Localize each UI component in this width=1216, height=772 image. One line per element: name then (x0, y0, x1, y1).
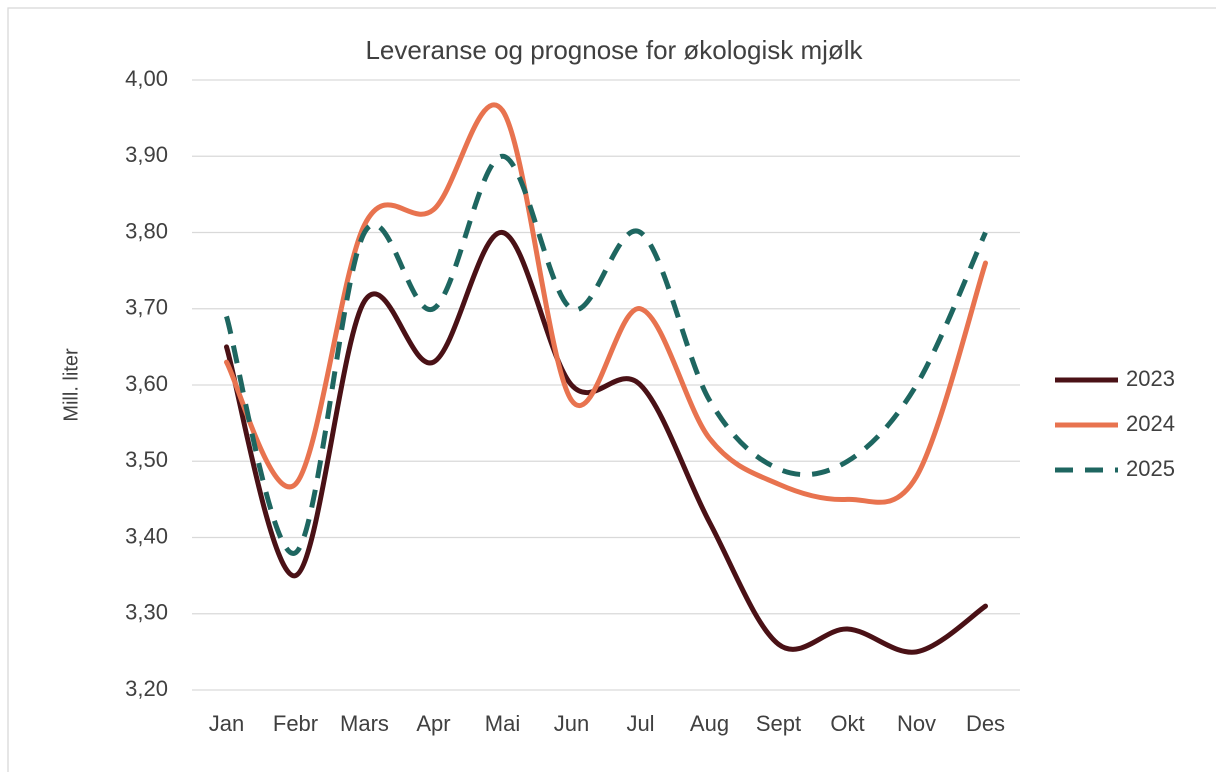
x-tick-label: Aug (690, 711, 729, 736)
chart-title: Leveranse og prognose for økologisk mjøl… (365, 35, 863, 65)
y-tick-label: 3,30 (125, 600, 168, 625)
x-tick-label: Jan (209, 711, 244, 736)
y-tick-label: 3,80 (125, 218, 168, 243)
x-tick-label: Jul (626, 711, 654, 736)
series-line (224, 102, 988, 505)
x-tick-label: Mars (340, 711, 389, 736)
y-tick-label: 4,00 (125, 66, 168, 91)
y-axis-label: Mill. liter (60, 348, 82, 422)
y-tick-label: 3,40 (125, 523, 168, 548)
y-tick-label: 3,50 (125, 447, 168, 472)
x-tick-label: Sept (756, 711, 801, 736)
x-tick-label: Mai (485, 711, 520, 736)
legend-label: 2023 (1126, 366, 1175, 391)
x-tick-label: Okt (830, 711, 864, 736)
legend-label: 2025 (1126, 456, 1175, 481)
y-tick-label: 3,70 (125, 295, 168, 320)
y-tick-label: 3,60 (125, 371, 168, 396)
x-tick-label: Jun (554, 711, 589, 736)
legend-label: 2024 (1126, 411, 1175, 436)
series-line (224, 153, 988, 556)
y-tick-label: 3,20 (125, 676, 168, 701)
chart-border (7, 7, 1216, 772)
x-tick-label: Febr (273, 711, 318, 736)
x-tick-label: Apr (416, 711, 450, 736)
x-tick-label: Nov (897, 711, 936, 736)
x-tick-label: Des (966, 711, 1005, 736)
y-tick-label: 3,90 (125, 142, 168, 167)
